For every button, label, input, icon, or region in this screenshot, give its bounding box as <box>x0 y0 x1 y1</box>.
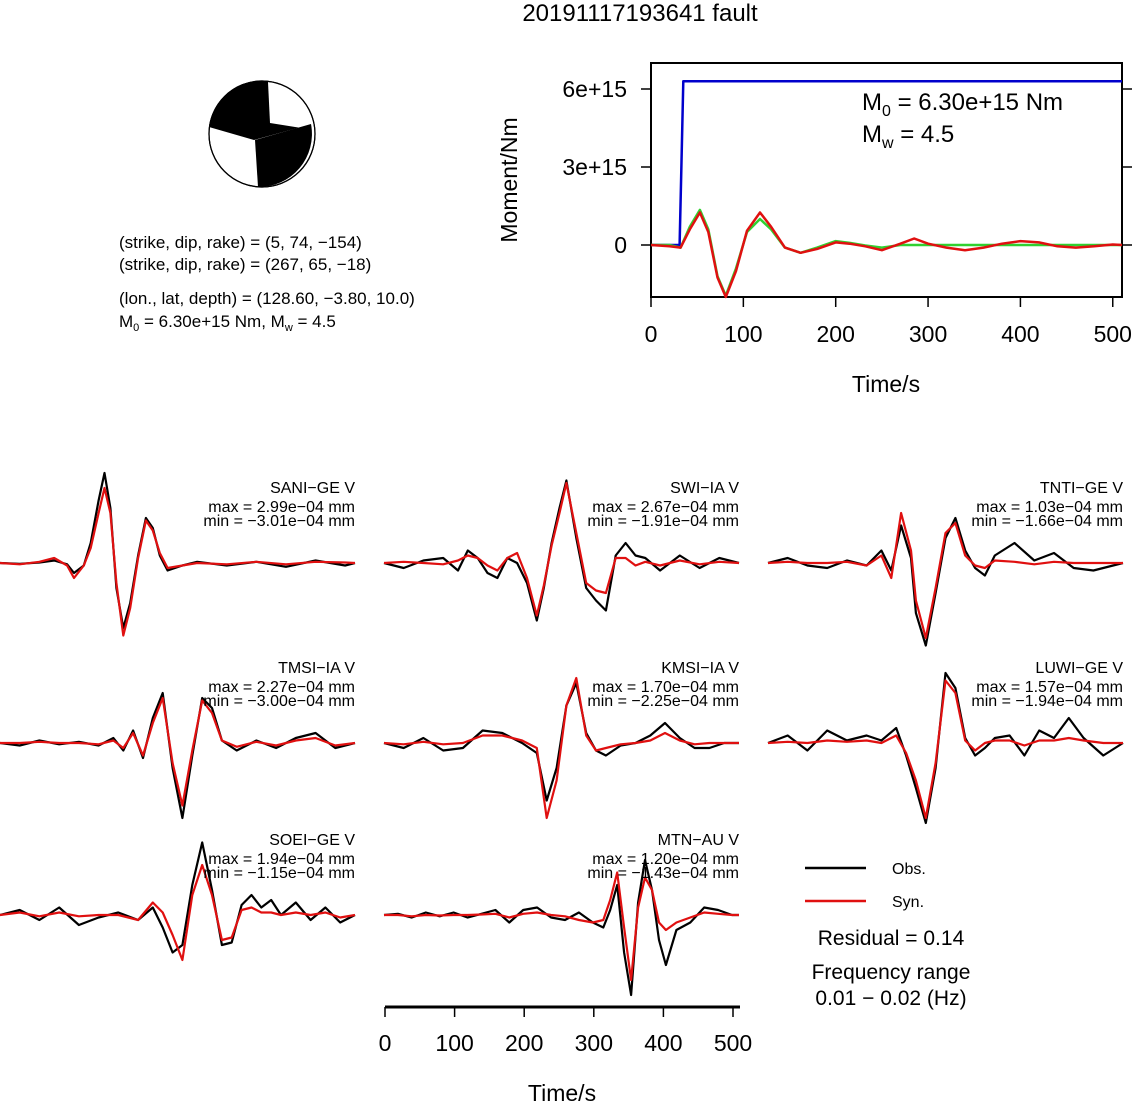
moment-plot-frame <box>650 62 1123 298</box>
residual-label: Residual = 0.14 <box>818 927 965 950</box>
ann-mw-prefix: M <box>862 121 882 148</box>
synthetic-trace <box>383 481 740 617</box>
ann-mw-sub: w <box>881 135 894 152</box>
m0-rest: = 6.30e+15 Nm, M <box>139 312 285 331</box>
station-max: max = 1.94e−04 mm <box>208 851 355 868</box>
synthetic-trace <box>384 871 739 982</box>
waveform-x-label: Time/s <box>528 1080 596 1104</box>
moment-x-tick-label: 100 <box>724 321 762 347</box>
moment-x-tick-label: 200 <box>817 321 855 347</box>
station-max: max = 2.27e−04 mm <box>208 679 355 696</box>
station-min: min = −1.91e−04 mm <box>587 513 739 530</box>
station-max: max = 2.99e−04 mm <box>208 499 355 516</box>
station-name: MTN−AU V <box>658 832 740 849</box>
station-name: TMSI−IA V <box>278 660 355 677</box>
station-name: TNTI−GE V <box>1040 480 1123 497</box>
station-name: SANI−GE V <box>270 480 355 497</box>
synthetic-trace <box>767 679 1123 820</box>
m0-sub: 0 <box>133 322 139 334</box>
legend: Obs. Syn. Residual = 0.14 Frequency rang… <box>805 861 970 1010</box>
station-max: max = 1.57e−04 mm <box>976 679 1123 696</box>
waveform-x-tick-label: 0 <box>379 1030 392 1056</box>
synthetic-trace <box>383 676 739 820</box>
station-name: SWI−IA V <box>670 480 739 497</box>
moment-x-tick-label: 300 <box>909 321 947 347</box>
moment-axis-ticks: 0 100 200 300 400 500 0 3e+15 6e+15 <box>562 76 1132 347</box>
station-min: min = −3.00e−04 mm <box>203 693 355 710</box>
moment-x-tick-label: 400 <box>1001 321 1039 347</box>
station-name: KMSI−IA V <box>661 660 739 677</box>
station-min: min = −3.01e−04 mm <box>203 513 355 530</box>
waveform-x-tick-label: 300 <box>575 1030 613 1056</box>
observed-trace <box>0 691 356 820</box>
legend-syn-label: Syn. <box>892 894 924 911</box>
mw-sub: w <box>284 322 293 334</box>
moment-x-tick-label: 500 <box>1094 321 1132 347</box>
legend-obs-label: Obs. <box>892 861 926 878</box>
station-min: min = −1.66e−04 mm <box>971 513 1123 530</box>
moment-y-tick-label: 0 <box>614 232 627 258</box>
observed-trace <box>0 841 356 954</box>
moment-annotation-mw: Mw = 4.5 <box>862 121 954 152</box>
ann-m0-sub: 0 <box>882 103 891 120</box>
moment-y-label: Moment/Nm <box>496 117 522 242</box>
frequency-range-label: Frequency range <box>812 961 971 984</box>
station-name: SOEI−GE V <box>269 832 355 849</box>
station-name: LUWI−GE V <box>1035 660 1123 677</box>
waveform-x-tick-label: 200 <box>505 1030 543 1056</box>
mechanism-line-4: M0 = 6.30e+15 Nm, Mw = 4.5 <box>119 312 336 334</box>
waveform-x-tick-label: 100 <box>435 1030 473 1056</box>
moment-y-tick-label: 3e+15 <box>562 154 627 180</box>
waveform-time-axis: 0 100 200 300 400 500 Time/s <box>379 1005 752 1104</box>
synthetic-trace <box>767 511 1123 640</box>
station-max: max = 1.70e−04 mm <box>592 679 739 696</box>
moment-x-label: Time/s <box>852 371 920 397</box>
beachball-icon <box>208 80 316 188</box>
moment-chart: 0 100 200 300 400 500 0 3e+15 6e+15 Moment/Nm Ti… <box>496 62 1132 397</box>
station-min: min = −1.94e−04 mm <box>971 693 1123 710</box>
m0-prefix: M <box>119 312 133 331</box>
mw-rest: = 4.5 <box>293 312 336 331</box>
observed-trace <box>383 858 739 997</box>
station-max: max = 2.67e−04 mm <box>592 499 739 516</box>
waveform-x-tick-label: 400 <box>644 1030 682 1056</box>
synthetic-trace <box>0 486 356 637</box>
moment-curve-green <box>651 208 1122 297</box>
synthetic-trace <box>0 863 356 962</box>
synthetic-trace <box>0 696 356 807</box>
mechanism-line-1: (strike, dip, rake) = (5, 74, −154) <box>119 233 362 252</box>
ann-m0-rest: = 6.30e+15 Nm <box>891 89 1063 116</box>
station-min: min = −2.25e−04 mm <box>587 693 739 710</box>
station-min: min = −1.43e−04 mm <box>587 865 739 882</box>
moment-y-tick-label: 6e+15 <box>562 76 627 102</box>
mechanism-line-2: (strike, dip, rake) = (267, 65, −18) <box>119 255 371 274</box>
observed-trace <box>767 671 1124 825</box>
figure-title: 20191117193641 fault <box>522 0 758 27</box>
station-max: max = 1.20e−04 mm <box>592 851 739 868</box>
mechanism-info: (strike, dip, rake) = (5, 74, −154) (str… <box>119 233 415 334</box>
ann-m0-prefix: M <box>862 89 882 116</box>
mechanism-line-3: (lon., lat, depth) = (128.60, −3.80, 10.… <box>119 289 415 308</box>
moment-curve-red <box>650 211 1123 299</box>
station-min: min = −1.15e−04 mm <box>203 865 355 882</box>
station-max: max = 1.03e−04 mm <box>976 499 1123 516</box>
ann-mw-rest: = 4.5 <box>894 121 955 148</box>
moment-annotation-m0: M0 = 6.30e+15 Nm <box>862 89 1063 120</box>
frequency-range-value: 0.01 − 0.02 (Hz) <box>815 987 966 1010</box>
waveform-x-tick-label: 500 <box>714 1030 752 1056</box>
moment-series-group <box>650 79 1123 299</box>
moment-x-tick-label: 0 <box>645 321 658 347</box>
waveform-axis-ticks: 0 100 200 300 400 500 <box>379 1007 752 1056</box>
